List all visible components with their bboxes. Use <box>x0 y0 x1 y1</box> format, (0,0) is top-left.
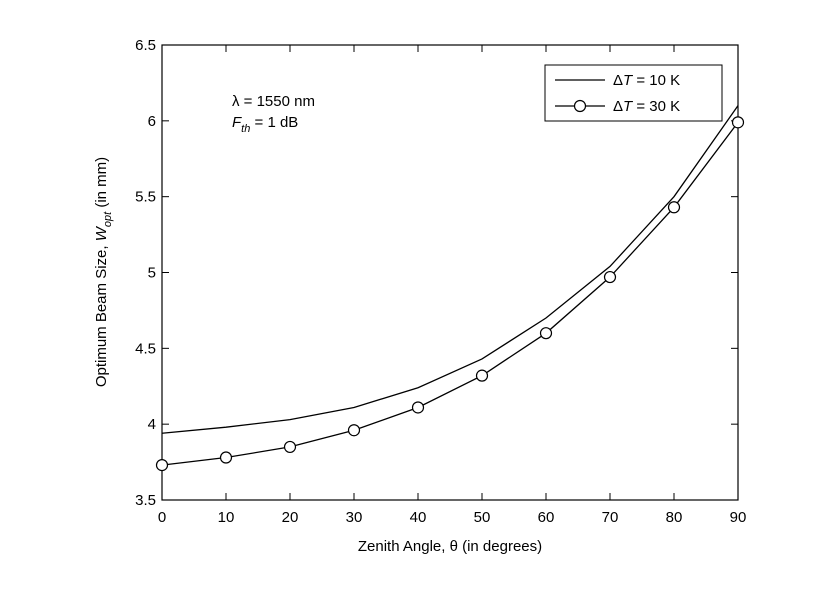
legend-marker-30k <box>573 99 587 113</box>
series-line-1 <box>161 105 739 434</box>
legend-var-30k: T <box>623 98 634 115</box>
y-tick-label: 3.5 <box>135 492 156 509</box>
x-tick-label: 50 <box>474 509 491 526</box>
x-tick-label: 40 <box>410 509 427 526</box>
legend-label-30k: ΔT = 30 K <box>613 98 680 115</box>
lambda-annotation: λ = 1550 nm <box>232 93 315 110</box>
y-axis-title-suffix: (in mm) <box>93 157 110 212</box>
y-axis-title-var: W <box>93 225 110 241</box>
series-2-point <box>219 451 233 464</box>
series-2-point <box>539 327 553 340</box>
x-tick-label: 90 <box>730 509 747 526</box>
x-tick-label: 20 <box>282 509 299 526</box>
x-tick-label: 70 <box>602 509 619 526</box>
x-tick-label: 60 <box>538 509 555 526</box>
y-tick-label: 5 <box>148 265 156 282</box>
fth-rest: = 1 dB <box>250 114 298 131</box>
series-2-point <box>347 424 361 437</box>
series-2-point <box>283 440 297 454</box>
fth-var: F <box>232 114 242 131</box>
y-axis-title-prefix: Optimum Beam Size, <box>93 241 110 387</box>
series-layer <box>155 105 745 472</box>
legend-var-10k: T <box>623 72 634 89</box>
y-tick-label: 5.5 <box>135 189 156 206</box>
y-axis-title: Optimum Beam Size, Wopt (in mm) <box>93 157 114 387</box>
x-tick-label: 10 <box>218 509 235 526</box>
legend-delta-10k: Δ <box>613 72 623 89</box>
x-axis-title: Zenith Angle, θ (in degrees) <box>358 538 542 555</box>
ticks-layer: 0 10 20 30 40 50 60 70 80 90 3.5 4 4.5 5 5.5 6 6.5 <box>135 37 746 526</box>
series-line-2 <box>161 121 739 466</box>
x-tick-label: 30 <box>346 509 363 526</box>
x-tick-label: 0 <box>158 509 166 526</box>
y-tick-label: 4.5 <box>135 340 156 357</box>
legend-label-10k: ΔT = 10 K <box>613 72 680 89</box>
x-tick-label: 80 <box>666 509 683 526</box>
fth-annotation: Fth = 1 dB <box>232 114 298 135</box>
legend-rest-10k: = 10 K <box>632 72 680 89</box>
legend: ΔT = 10 K ΔT = 30 K <box>544 64 723 122</box>
series-2-point <box>731 116 745 129</box>
series-2-point <box>411 401 425 414</box>
legend-rest-30k: = 30 K <box>632 98 680 115</box>
series-2-point <box>667 201 681 214</box>
y-axis-title-sub: opt <box>102 211 114 227</box>
fth-sub: th <box>241 123 250 135</box>
y-tick-label: 4 <box>148 416 156 433</box>
y-tick-label: 6 <box>148 113 156 130</box>
series-2-point <box>475 369 489 382</box>
series-2-point <box>603 270 617 284</box>
legend-delta-30k: Δ <box>613 98 623 115</box>
y-tick-label: 6.5 <box>135 37 156 54</box>
legend-box <box>544 64 723 122</box>
series-2-point <box>155 459 169 472</box>
